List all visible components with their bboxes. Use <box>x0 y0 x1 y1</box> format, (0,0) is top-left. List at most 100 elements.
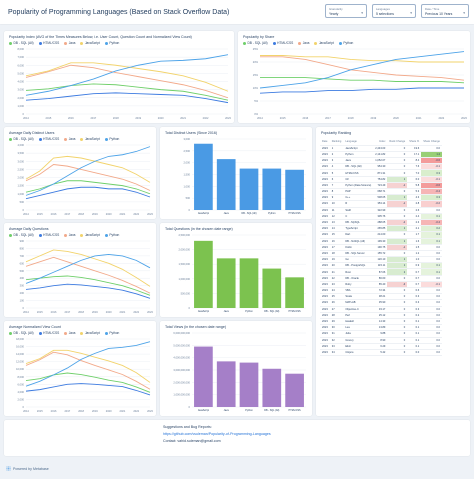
x-tick-label: 2019 <box>92 409 98 413</box>
x-tick-label: 2016 <box>51 310 57 314</box>
chart-title: Popularity by Share <box>243 35 275 39</box>
series-line <box>25 146 151 196</box>
legend-dot <box>243 41 246 45</box>
bar[interactable] <box>194 346 213 407</box>
table-cell: 13.89 <box>373 324 388 332</box>
y-tick-label: 700 <box>20 254 25 258</box>
legend-item[interactable]: HTML/CSS <box>38 137 60 141</box>
table-cell: 11 <box>329 207 344 214</box>
footer-github-link[interactable]: https://github.com/vsuleman/Popularity-o… <box>163 432 271 436</box>
table-cell: 9.88 <box>373 330 388 338</box>
bar[interactable] <box>239 362 259 407</box>
y-tick-label: 0 <box>189 208 191 212</box>
bar[interactable] <box>216 159 236 210</box>
table-cell: 0.1 <box>407 337 422 344</box>
table-cell: 2023 <box>320 299 330 307</box>
legend-label: HTML/CSS <box>43 137 60 141</box>
table-cell: -1 <box>387 244 408 251</box>
table-cell: 120.10 <box>373 256 388 264</box>
bar[interactable] <box>285 373 304 407</box>
table-cell: 2,141.82 <box>373 151 388 159</box>
legend-item[interactable]: Python <box>104 233 119 237</box>
legend-item[interactable]: JavaScript <box>314 41 334 45</box>
bar[interactable] <box>216 361 236 407</box>
legend-item[interactable]: HTML/CSS <box>38 41 59 45</box>
column-header[interactable]: Share Change <box>421 139 442 146</box>
legend-item[interactable]: Java <box>298 41 309 45</box>
table-cell: 0.3 <box>407 293 422 301</box>
legend-item[interactable]: Java <box>64 331 75 335</box>
legend-item[interactable]: JavaScript <box>80 233 100 237</box>
table-cell: 1 <box>387 194 408 202</box>
table-row: 2023 20 DB - PostgreSQL 115.11 1 0.9 0.1 <box>320 262 442 270</box>
bar[interactable] <box>239 258 259 308</box>
y-tick-label: 400 <box>20 276 25 280</box>
table-cell: 17 <box>329 244 344 251</box>
x-tick-label: 2018 <box>113 116 119 120</box>
column-header[interactable]: Rank Change <box>387 139 408 146</box>
bar[interactable] <box>239 168 259 210</box>
table-cell: 0 <box>387 169 408 177</box>
table-cell: Dart <box>343 231 374 239</box>
legend-item[interactable]: JavaScript <box>80 41 100 45</box>
bar[interactable] <box>194 240 213 308</box>
table-cell: 2023 <box>320 268 330 276</box>
bar[interactable] <box>262 268 282 308</box>
legend-item[interactable]: HTML/CSS <box>272 41 293 45</box>
column-header[interactable]: Language <box>343 139 374 146</box>
bar[interactable] <box>216 258 236 308</box>
table-cell: 0.0 <box>421 349 442 357</box>
table-cell: 0 <box>387 343 408 350</box>
bar[interactable] <box>194 143 213 210</box>
legend-item[interactable]: Java <box>64 137 75 141</box>
legend-label: DB - SQL (All) <box>13 233 34 237</box>
bar[interactable] <box>285 169 304 210</box>
table-cell: 32 <box>329 337 344 344</box>
column-header[interactable]: Ranking <box>329 139 344 146</box>
bar[interactable] <box>262 168 282 210</box>
table-cell: 33 <box>329 343 344 350</box>
y-tick-label: 2,000 <box>184 161 191 165</box>
column-header[interactable]: Date <box>320 139 330 146</box>
legend-item[interactable]: Python <box>104 331 119 335</box>
chart-title: Average Normalized View Count <box>9 325 61 329</box>
series-line <box>25 383 151 396</box>
legend-item[interactable]: DB - SQL (All) <box>9 331 34 335</box>
table-row: 2023 33 Elixir 6.29 0 0.1 0.0 <box>320 343 442 350</box>
table-cell: 16 <box>329 238 344 245</box>
table-cell: 72.34 <box>373 287 388 295</box>
x-tick-label: 2020 <box>106 310 112 314</box>
legend-dot <box>9 233 12 237</box>
legend-item[interactable]: HTML/CSS <box>38 331 59 335</box>
legend-item[interactable]: DB - SQL (All) <box>9 137 34 141</box>
table-cell: Python <box>343 151 374 159</box>
legend-item[interactable]: JavaScript <box>80 137 100 141</box>
legend-item[interactable]: DB - SQL (All) <box>243 41 268 45</box>
legend-item[interactable]: HTML/CSS <box>38 233 59 237</box>
column-header[interactable]: Share % <box>407 139 422 146</box>
bar[interactable] <box>262 368 282 407</box>
bar[interactable] <box>285 277 304 308</box>
legend-item[interactable]: DB - SQL (All) <box>9 233 34 237</box>
table-row: 2023 15 Dart 214.60 0 1.7 0.1 <box>320 231 442 239</box>
table-cell: 1 <box>387 225 408 233</box>
table-cell: 0.2 <box>421 225 442 233</box>
legend-item[interactable]: JavaScript <box>80 331 100 335</box>
table-cell: 0.0 <box>421 306 442 313</box>
table-row: 2023 6 C# 754.82 1 6.0 -0.1 <box>320 176 442 183</box>
legend-item[interactable]: Python <box>338 41 353 45</box>
legend-item[interactable]: DB - SQL (All) <box>9 41 34 45</box>
legend-item[interactable]: Python <box>104 41 119 45</box>
legend-item[interactable]: Java <box>64 41 75 45</box>
column-header[interactable]: Index <box>373 139 388 146</box>
legend-item[interactable]: Java <box>64 233 75 237</box>
table-cell: 6.0 <box>407 176 422 183</box>
table-cell: 0.6 <box>407 287 422 295</box>
legend-item[interactable]: Python <box>104 137 119 141</box>
filter-languages[interactable]: Languages 5 selections ▾ <box>372 4 416 18</box>
powered-by[interactable]: Powered by Metabase <box>6 466 49 471</box>
table-cell: 2023 <box>320 231 330 239</box>
filter-granularity[interactable]: Granularity Yearly ▾ <box>325 4 367 18</box>
filter-date-time[interactable]: Date / Time Previous 10 Years ▾ <box>421 4 469 18</box>
legend-dot <box>38 233 42 237</box>
